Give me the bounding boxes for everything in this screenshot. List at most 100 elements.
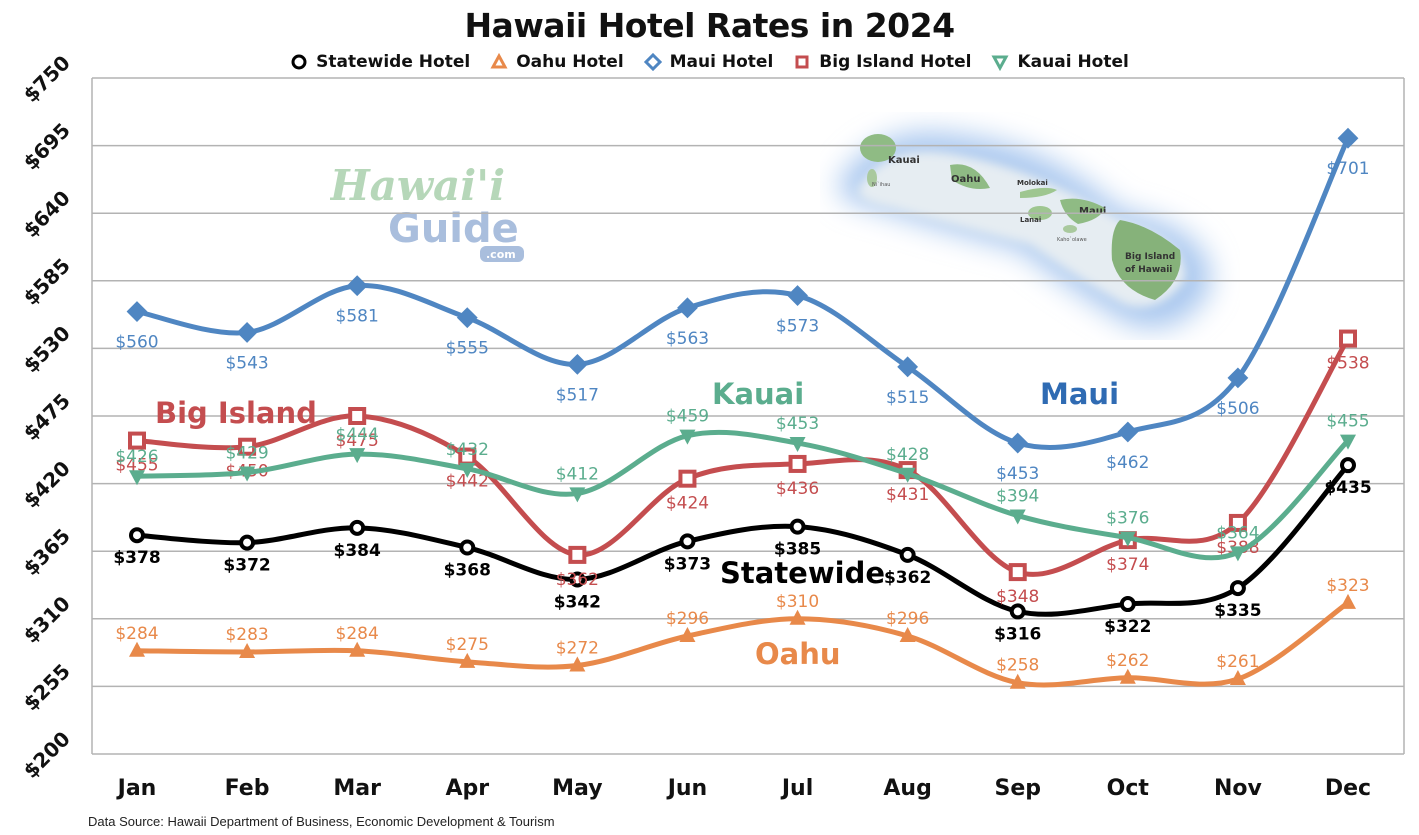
square-marker-icon <box>1339 329 1357 348</box>
data-label: $453 <box>776 414 819 434</box>
x-tick-label: Dec <box>1325 776 1371 801</box>
series-annotations: Big Island Kauai Maui Statewide Oahu <box>155 377 1119 671</box>
square-marker-icon <box>238 437 257 456</box>
square-marker-icon <box>348 407 367 425</box>
triangle-up-marker-icon <box>899 627 916 643</box>
annotation-oahu: Oahu <box>755 637 841 671</box>
circle-marker-icon <box>291 54 307 70</box>
triangle-down-marker-icon <box>679 429 696 445</box>
data-label: $429 <box>225 444 268 464</box>
legend-item-maui: Maui Hotel <box>643 52 774 72</box>
data-label: $573 <box>776 317 819 337</box>
square-marker-icon <box>568 545 587 564</box>
diamond-marker-icon <box>787 285 808 306</box>
x-tick-label: Jan <box>116 776 157 801</box>
hawaii-map-image: Kauai Ni`ihau Oahu Molokai Lanai Maui Ka… <box>820 100 1240 340</box>
series-kauai-hotel: $426 $429 $444 $432 $412 $459 $453 $428 $394 $376… <box>115 407 1370 562</box>
triangle-down-marker-icon <box>239 466 256 482</box>
data-label: $555 <box>446 339 489 359</box>
circle-marker-icon <box>789 518 806 535</box>
x-tick-label: Feb <box>225 776 270 801</box>
x-axis-ticks: Jan Feb Mar Apr May Jun Jul Aug Sep Oct Nov Dec <box>116 776 1371 801</box>
data-label: $322 <box>1104 617 1151 637</box>
legend: Statewide Hotel Oahu Hotel Maui Hotel Bi… <box>0 52 1419 72</box>
y-tick-label: $365 <box>19 524 75 580</box>
x-tick-label: Jul <box>780 776 813 801</box>
triangle-down-marker-icon <box>1009 509 1026 525</box>
legend-label: Maui Hotel <box>669 52 774 72</box>
y-tick-label: $750 <box>19 51 75 107</box>
data-label: $342 <box>554 592 601 612</box>
x-tick-label: Sep <box>994 776 1041 801</box>
circle-marker-icon <box>129 527 145 544</box>
map-label-lanai: Lanai <box>1020 216 1041 224</box>
map-label-oahu: Oahu <box>951 174 981 185</box>
map-label-kahoolawe: Kaho`olawe <box>1057 237 1087 243</box>
triangle-up-marker-icon <box>1229 670 1246 686</box>
data-label: $284 <box>336 624 379 644</box>
svg-text:.com: .com <box>486 248 516 261</box>
legend-item-oahu: Oahu Hotel <box>490 52 624 72</box>
data-label: $432 <box>446 440 489 460</box>
triangle-down-marker-icon <box>129 470 145 486</box>
triangle-up-marker-icon <box>349 641 366 657</box>
x-tick-label: Mar <box>333 776 381 801</box>
series-oahu-hotel: $284 $283 $284 $275 $272 $296 $310 $296 $258 $262… <box>115 576 1370 689</box>
diamond-marker-icon <box>643 53 662 71</box>
circle-marker-icon <box>1009 603 1026 620</box>
data-label: $373 <box>664 554 711 574</box>
data-label: $296 <box>886 609 929 629</box>
data-label: $372 <box>223 556 270 576</box>
x-tick-label: Nov <box>1214 776 1263 801</box>
circle-marker-icon <box>899 546 916 563</box>
legend-label: Oahu Hotel <box>516 52 624 72</box>
y-tick-label: $200 <box>19 727 75 783</box>
triangle-down-marker-icon <box>349 448 366 464</box>
circle-marker-icon <box>459 539 476 556</box>
map-label-of-hawaii: of Hawaii <box>1125 265 1172 275</box>
data-label: $444 <box>336 425 379 445</box>
triangle-down-marker-icon <box>459 462 476 478</box>
series-statewide-hotel: $378 $372 $384 $368 $342 $373 $385 $362 $316 $322… <box>113 457 1372 644</box>
triangle-up-marker-icon <box>569 656 586 672</box>
series-maui-hotel: $560 $543 $581 $555 $517 $563 $573 $515 $453 $462… <box>115 127 1370 484</box>
y-tick-label: $640 <box>19 186 75 242</box>
data-label: $538 <box>1326 354 1369 374</box>
y-tick-label: $420 <box>19 456 75 512</box>
data-label: $462 <box>1106 453 1149 473</box>
data-label: $258 <box>996 656 1039 676</box>
gridlines <box>91 77 1405 755</box>
chart-title: Hawaii Hotel Rates in 2024 <box>464 6 955 45</box>
data-label: $581 <box>336 307 379 327</box>
circle-marker-icon <box>679 533 696 550</box>
data-label: $261 <box>1216 652 1259 672</box>
map-label-niihau: Ni`ihau <box>872 182 890 188</box>
legend-label: Kauai Hotel <box>1017 52 1129 72</box>
y-tick-label: $475 <box>19 389 75 445</box>
diamond-marker-icon <box>1227 367 1249 389</box>
y-tick-label: $255 <box>19 659 75 715</box>
x-tick-label: Aug <box>883 776 931 801</box>
square-marker-icon <box>788 454 807 473</box>
diamond-marker-icon <box>126 301 148 322</box>
data-label: $431 <box>886 485 929 505</box>
data-label: $362 <box>884 568 931 588</box>
circle-marker-icon <box>1119 596 1136 613</box>
y-tick-label: $530 <box>19 321 75 377</box>
triangle-up-marker-icon <box>239 642 256 658</box>
data-label: $455 <box>115 456 158 476</box>
triangle-up-marker-icon <box>129 641 145 657</box>
triangle-up-marker-icon <box>789 609 806 625</box>
triangle-down-marker-icon <box>1229 546 1246 562</box>
svg-text:Hawai'i: Hawai'i <box>330 161 505 210</box>
legend-item-statewide: Statewide Hotel <box>290 52 470 72</box>
data-label: $560 <box>115 333 158 353</box>
series-lines: $284 $283 $284 $275 $272 $296 $310 $296 $258 $262… <box>113 127 1372 689</box>
data-label: $310 <box>776 592 819 612</box>
annotation-maui: Maui <box>1040 377 1119 411</box>
data-label: $296 <box>666 609 709 629</box>
diamond-marker-icon <box>566 353 588 375</box>
triangle-up-marker-icon <box>459 652 476 668</box>
diamond-marker-icon <box>346 275 368 297</box>
